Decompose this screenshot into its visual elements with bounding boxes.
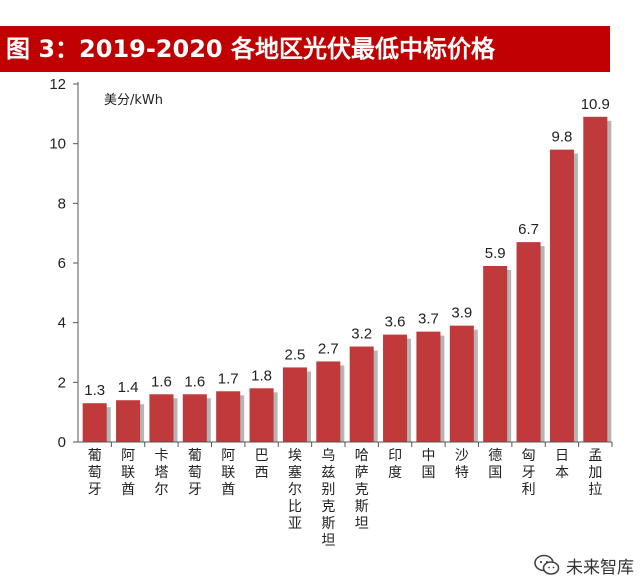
bar	[116, 400, 141, 442]
y-tick-label: 6	[58, 255, 66, 272]
x-tick-label: 阿联酋	[221, 448, 235, 498]
y-axis: 0 2 4 6 8 10 12	[49, 76, 79, 451]
bar	[483, 265, 508, 442]
bar	[149, 394, 174, 442]
value-label: 3.9	[451, 305, 472, 322]
y-tick-label: 8	[58, 195, 66, 212]
y-tick-label: 10	[49, 136, 66, 153]
wechat-icon	[534, 554, 560, 576]
bar	[82, 403, 107, 442]
value-label: 3.6	[385, 314, 406, 331]
x-tick-label: 印度	[388, 448, 402, 481]
chart-title: 图 3：2019-2020 各地区光伏最低中标价格	[0, 26, 610, 72]
x-tick-label: 孟加拉	[588, 448, 602, 498]
value-label: 10.9	[581, 96, 610, 113]
value-label: 1.4	[118, 379, 139, 396]
x-tick-label: 阿联酋	[121, 448, 135, 498]
x-tick-label: 日本	[555, 448, 569, 481]
value-label: 2.5	[285, 346, 306, 363]
y-tick-label: 0	[58, 434, 66, 451]
bar	[316, 361, 341, 442]
bar	[349, 346, 374, 442]
value-label: 3.7	[418, 311, 439, 328]
bar	[549, 149, 574, 442]
value-label: 3.2	[351, 326, 372, 343]
y-tick-label: 12	[49, 76, 66, 93]
y-axis-label: 美分/kWh	[104, 93, 163, 108]
value-label: 1.6	[184, 373, 205, 390]
watermark-text: 未来智库	[566, 557, 634, 578]
x-tick-label: 卡塔尔	[154, 448, 168, 498]
value-label: 1.3	[84, 382, 105, 399]
bar	[216, 391, 241, 442]
x-tick-label: 匈牙利	[522, 448, 536, 498]
bar	[449, 325, 474, 442]
x-tick-label: 哈萨克斯坦	[355, 448, 369, 532]
value-label: 1.7	[218, 370, 239, 387]
bar	[182, 394, 207, 442]
x-tick-label: 乌兹别克斯坦	[321, 448, 335, 549]
y-tick-label: 2	[58, 374, 66, 391]
value-labels: 1.3 1.4 1.6 1.6 1.7 1.8 2.5 2.7 3.2 3.6 3.7 3.9 5.9 6…	[84, 96, 610, 399]
x-tick-label: 葡萄牙	[188, 448, 202, 498]
value-label: 6.7	[518, 221, 539, 238]
x-tick-label: 沙特	[455, 448, 469, 481]
value-label: 5.9	[485, 245, 506, 262]
watermark: 未来智库	[534, 550, 634, 580]
x-tick-labels: 葡萄牙 阿联酋 卡塔尔 葡萄牙 阿联酋 巴西 埃塞尔比亚 乌兹别克斯坦 哈萨克斯坦 印度中国沙特德…	[88, 448, 603, 549]
bar	[282, 367, 307, 442]
bar	[516, 242, 541, 442]
bar	[583, 116, 608, 443]
x-tick-label: 埃塞尔比亚	[288, 448, 302, 532]
x-axis	[78, 441, 613, 447]
value-label: 1.8	[251, 367, 272, 384]
bar	[249, 388, 274, 442]
x-tick-label: 中国	[421, 448, 435, 481]
bar	[383, 334, 408, 442]
x-tick-label: 巴西	[255, 448, 269, 481]
y-tick-label: 4	[58, 315, 66, 332]
value-label: 2.7	[318, 340, 339, 357]
bars	[82, 116, 608, 443]
x-tick-label: 德国	[488, 448, 502, 481]
bar	[416, 331, 441, 442]
value-label: 9.8	[552, 129, 573, 146]
x-tick-label: 葡萄牙	[88, 448, 102, 498]
value-label: 1.6	[151, 373, 172, 390]
